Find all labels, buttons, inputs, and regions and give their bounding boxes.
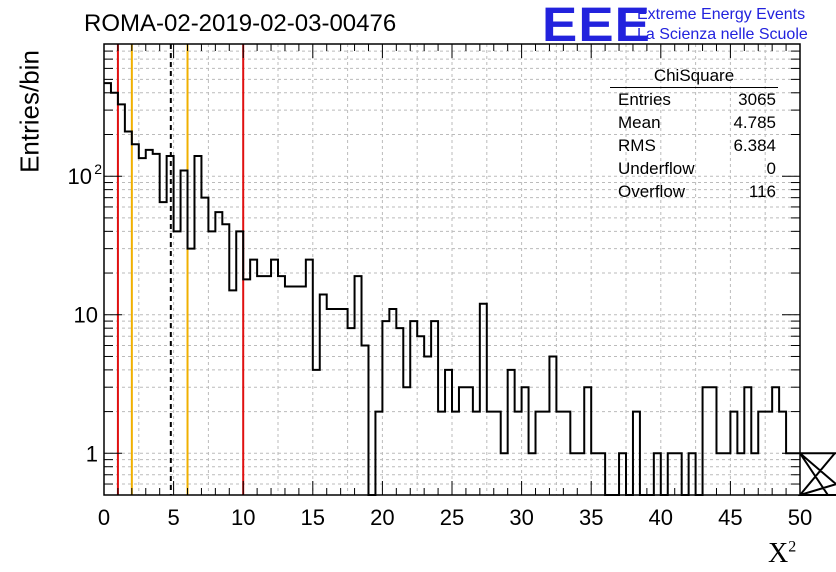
x-axis-label-sup: 2 — [788, 538, 797, 556]
x-tick-label: 5 — [167, 505, 179, 530]
stats-row: Entries 3065 — [610, 88, 778, 111]
x-tick-label: 10 — [231, 505, 255, 530]
chart-title: ROMA-02-2019-02-03-00476 — [84, 10, 397, 37]
reference-lines — [116, 44, 245, 495]
stats-label: Underflow — [618, 159, 695, 178]
y-axis-label: Entries/bin — [14, 50, 45, 173]
stats-value: 4.785 — [733, 113, 776, 132]
stats-value: 6.384 — [733, 136, 776, 155]
x-tick-label: 40 — [649, 505, 673, 530]
x-tick-labels: 0 5 10 15 20 25 30 35 40 45 50 — [98, 505, 812, 530]
x-tick-label: 30 — [509, 505, 533, 530]
stats-label: Overflow — [618, 182, 686, 201]
y-tick-label-sup: 2 — [94, 161, 102, 177]
x-tick-label: 50 — [788, 505, 812, 530]
stats-value: 0 — [766, 159, 776, 178]
stats-row: RMS 6.384 — [610, 134, 778, 157]
stats-row: Mean 4.785 — [610, 111, 778, 134]
y-tick-label: 10 — [68, 164, 92, 189]
stats-value: 116 — [748, 182, 776, 201]
x-tick-label: 35 — [579, 505, 603, 530]
stats-value: 3065 — [738, 90, 776, 109]
histogram-step — [104, 82, 836, 496]
stats-title: ChiSquare — [610, 66, 778, 88]
logo-line-1: Extreme Energy Events — [637, 6, 806, 23]
stats-box: ChiSquare Entries 3065 Mean 4.785 RMS 6.384… — [610, 66, 778, 203]
x-axis-label-text: X — [768, 538, 789, 569]
stats-label: Mean — [618, 113, 661, 132]
eee-logo: EEE — [542, 0, 651, 52]
x-tick-label: 0 — [98, 505, 110, 530]
stats-label: RMS — [618, 136, 656, 155]
y-tick-label: 1 — [86, 441, 98, 466]
y-tick-label: 10 — [74, 303, 98, 328]
stats-label: Entries — [618, 90, 671, 109]
x-tick-label: 15 — [301, 505, 325, 530]
x-tick-label: 45 — [718, 505, 742, 530]
logo-line-2: La Scienza nelle Scuole — [637, 26, 808, 43]
stats-row: Underflow 0 — [610, 157, 778, 180]
axis-ticks — [103, 44, 801, 495]
stats-row: Overflow 116 — [610, 180, 778, 203]
x-tick-label: 25 — [440, 505, 464, 530]
x-axis-label: X2 — [768, 538, 796, 570]
x-tick-label: 20 — [370, 505, 394, 530]
